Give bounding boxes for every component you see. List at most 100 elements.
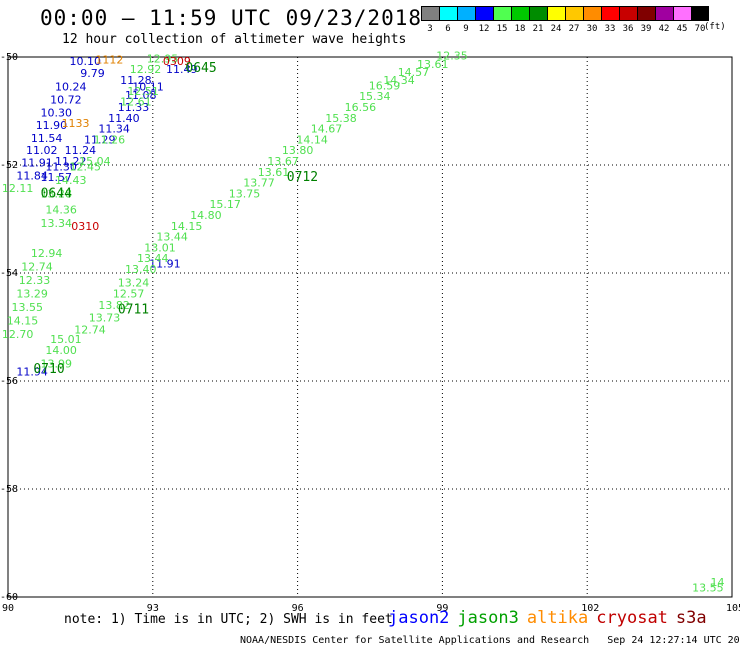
- scale-bin: 9: [457, 6, 475, 34]
- swh-reading: 16.56: [345, 101, 377, 114]
- swh-reading: 12.61: [120, 96, 152, 109]
- swh-reading: 13.80: [282, 144, 314, 157]
- scale-bin: 70: [691, 6, 709, 34]
- lon-tick-label: 96: [292, 603, 304, 614]
- scale-label: 36: [622, 24, 634, 34]
- swh-reading: 14.57: [398, 66, 430, 79]
- swh-reading: 12.57: [113, 287, 145, 300]
- scale-label: 24: [550, 24, 562, 34]
- swh-reading: 1133: [62, 117, 90, 130]
- scale-label: 70: [694, 24, 706, 34]
- scale-label: 15: [496, 24, 508, 34]
- lon-tick-label: 105: [726, 603, 740, 614]
- legend-item-s3a: s3a: [675, 608, 707, 628]
- swh-reading: 13.01: [144, 241, 176, 254]
- swh-reading: 10.24: [55, 80, 87, 93]
- swh-reading: 15.04: [79, 155, 111, 168]
- swh-reading: 11.91: [21, 157, 53, 170]
- scale-label: 12: [478, 24, 490, 34]
- scale-label: 6: [445, 24, 451, 34]
- swh-reading: 11.34: [98, 123, 130, 136]
- scale-label: 27: [568, 24, 580, 34]
- lon-tick-label: 90: [2, 603, 14, 614]
- lat-tick-label: -54: [0, 268, 18, 279]
- swh-reading: 9.79: [80, 67, 105, 80]
- satellite-legend: jason2 jason3 altika cryosat s3a: [388, 608, 715, 628]
- swh-reading: 11.57: [41, 171, 73, 184]
- swh-reading: 12.11: [2, 182, 34, 195]
- lat-tick-label: -60: [0, 592, 18, 603]
- scale-bin: 30: [583, 6, 601, 34]
- swh-reading: 11.22: [55, 155, 87, 168]
- scale-swatch: [691, 6, 709, 21]
- swh-reading: 10.30: [41, 106, 73, 119]
- swh-reading: 12.74: [21, 260, 53, 273]
- swh-reading: 13.44: [156, 231, 188, 244]
- swh-reading: 12.94: [31, 247, 63, 260]
- scale-bin: 24: [547, 6, 565, 34]
- credit-line: NOAA/NESDIS Center for Satellite Applica…: [240, 635, 740, 646]
- scale-label: 21: [532, 24, 544, 34]
- swh-reading: 12.45: [69, 160, 101, 173]
- color-scale: 3 6 9 12 15 18 21 24 27 30 33 36 39 42 45 70: [421, 6, 709, 34]
- swh-reading: 14.14: [296, 133, 328, 146]
- scale-bin: 18: [511, 6, 529, 34]
- swh-reading: 15.34: [359, 90, 391, 103]
- scale-swatch: [493, 6, 511, 21]
- lat-tick-label: -58: [0, 484, 18, 495]
- scale-swatch: [601, 6, 619, 21]
- page-subtitle: 12 hour collection of altimeter wave hei…: [62, 32, 407, 47]
- scale-swatch: [637, 6, 655, 21]
- swh-reading: 11.40: [108, 112, 140, 125]
- pass-time-label: 0711: [118, 303, 149, 318]
- scale-label: 39: [640, 24, 652, 34]
- scale-swatch: [565, 6, 583, 21]
- swh-reading: 13.73: [89, 312, 121, 325]
- lat-tick-label: -56: [0, 376, 18, 387]
- swh-reading: 13.55: [12, 301, 44, 314]
- swh-reading: 11.54: [31, 132, 63, 145]
- page-title: 00:00 – 11:59 UTC 09/23/2018: [40, 6, 423, 30]
- swh-reading: 12.70: [2, 328, 34, 341]
- legend-item-altika: altika: [526, 608, 589, 628]
- swh-reading: 15.01: [50, 333, 82, 346]
- scale-swatch: [673, 6, 691, 21]
- swh-reading: 11.90: [36, 119, 68, 132]
- swh-reading: 14.34: [383, 74, 415, 87]
- swh-reading: 11.33: [118, 101, 150, 114]
- swh-reading: 13.67: [267, 155, 299, 168]
- scale-swatch: [655, 6, 673, 21]
- swh-reading: 11.28: [120, 74, 152, 87]
- lon-tick-label: 99: [436, 603, 448, 614]
- note-text: note: 1) Time is in UTC; 2) SWH is in fe…: [64, 612, 393, 627]
- swh-reading: 11.91: [149, 258, 181, 271]
- scale-swatch: [583, 6, 601, 21]
- swh-reading: 13.34: [41, 217, 73, 230]
- legend-item-cryosat: cryosat: [596, 608, 668, 628]
- swh-reading: 11.24: [65, 144, 97, 157]
- swh-reading: 15.17: [209, 198, 241, 211]
- swh-reading: 12.51: [127, 85, 159, 98]
- swh-reading: 13.77: [243, 177, 275, 190]
- swh-reading: 11.29: [84, 133, 116, 146]
- scale-swatch: [619, 6, 637, 21]
- scale-swatch: [475, 6, 493, 21]
- legend-item-jason2: jason2: [388, 608, 450, 628]
- swh-reading: 13.28: [41, 187, 73, 200]
- swh-reading: 1112: [95, 53, 123, 66]
- swh-reading: 11.08: [125, 89, 157, 102]
- swh-reading: 0310: [71, 220, 99, 233]
- scale-label: 3: [427, 24, 433, 34]
- scale-bin: 21: [529, 6, 547, 34]
- scale-label: 33: [604, 24, 616, 34]
- swh-reading: 13.75: [229, 187, 261, 200]
- pass-time-label: 0710: [33, 362, 64, 377]
- scale-swatch: [457, 6, 475, 21]
- swh-reading: 11.94: [16, 366, 48, 379]
- scale-bin: 15: [493, 6, 511, 34]
- swh-reading: 14.67: [311, 123, 343, 136]
- swh-reading: 12.33: [19, 274, 51, 287]
- scale-swatch: [529, 6, 547, 21]
- scale-label: 42: [658, 24, 670, 34]
- legend-item-jason3: jason3: [457, 608, 519, 628]
